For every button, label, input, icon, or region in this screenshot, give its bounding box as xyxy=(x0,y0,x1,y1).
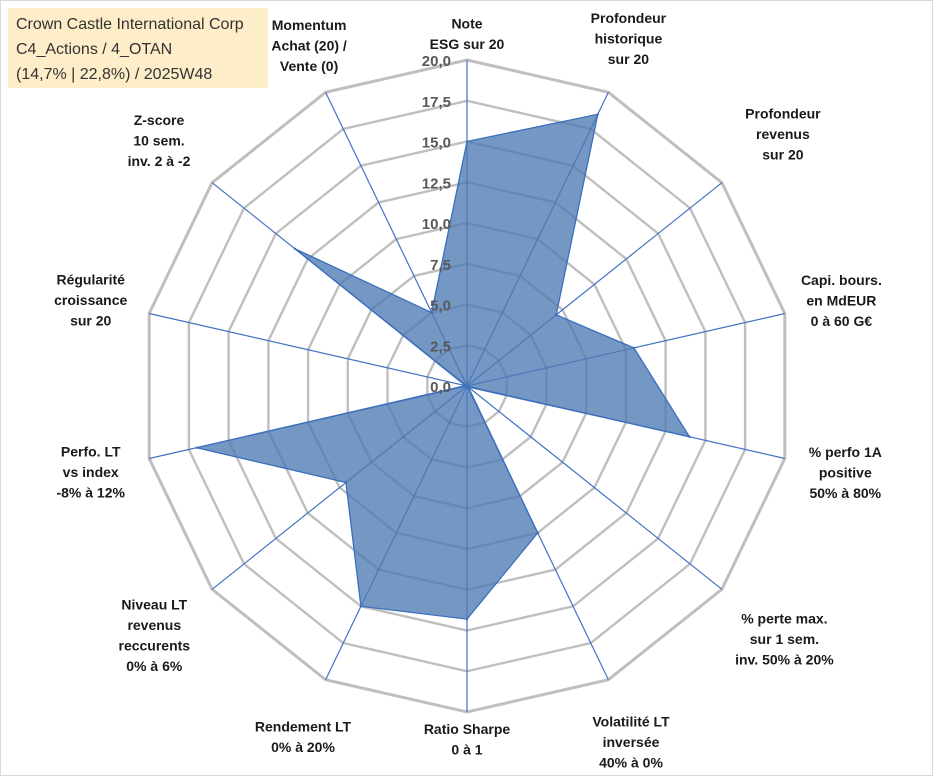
data-point xyxy=(467,385,470,389)
axis-label-line: ESG sur 20 xyxy=(430,36,505,52)
tick-label: 7,5 xyxy=(430,257,451,274)
axis-label-line: en MdEUR xyxy=(806,293,876,309)
axis-labels: Note ESG sur 20 Profondeur historique sur 20… xyxy=(54,10,882,770)
company-name: Crown Castle International Corp xyxy=(16,16,244,33)
axis-label: Ratio Sharpe 0 à 1 xyxy=(424,721,511,758)
axis-label-line: revenus xyxy=(756,126,810,142)
axis-label-line: Achat (20) / xyxy=(271,38,347,54)
axis-label-line: Momentum xyxy=(272,17,347,33)
classification: C4_Actions / 4_OTAN xyxy=(16,41,173,58)
data-point xyxy=(632,346,636,350)
tick-label: 20,0 xyxy=(422,53,451,70)
data-point xyxy=(359,605,363,608)
axis-label-line: Niveau LT xyxy=(121,597,187,613)
axis-label-line: historique xyxy=(595,31,663,47)
axis-label-line: % perfo 1A xyxy=(809,444,882,460)
info-box: Crown Castle International Corp C4_Actio… xyxy=(8,8,268,88)
axis-label-line: sur 1 sem. xyxy=(750,631,819,647)
axis-label: Volatilité LT inversée 40% à 0% xyxy=(592,713,670,770)
axis-label: % perte max. sur 1 sem. inv. 50% à 20% xyxy=(735,611,834,668)
axis-label: Rendement LT 0% à 20% xyxy=(255,718,352,755)
axis-label-line: Note xyxy=(451,15,482,31)
data-point xyxy=(293,247,297,250)
axis-label-line: positive xyxy=(819,464,872,480)
axis-label: Capi. bours. en MdEUR 0 à 60 G€ xyxy=(801,272,882,329)
axis-label-line: Z-score xyxy=(134,112,185,128)
axis-label-line: inv. 50% à 20% xyxy=(735,652,834,668)
axis-label-line: revenus xyxy=(127,617,181,633)
tick-label: 12,5 xyxy=(422,175,451,192)
axis-label-line: inversée xyxy=(603,734,660,750)
tick-labels: 0,0 2,5 5,0 7,5 10,0 12,5 15,0 17,5 20,0 xyxy=(422,53,451,396)
tick-label: 17,5 xyxy=(422,94,451,111)
axis-label-line: sur 20 xyxy=(70,313,111,329)
axis-label-line: Rendement LT xyxy=(255,718,352,734)
data-point xyxy=(465,140,469,143)
data-point xyxy=(536,531,539,535)
axis-label: Profondeur revenus sur 20 xyxy=(745,106,821,163)
axis-label-line: Perfo. LT xyxy=(61,443,121,459)
tick-label: 15,0 xyxy=(422,135,451,152)
axis-label-line: % perte max. xyxy=(741,611,827,627)
data-point xyxy=(464,384,467,387)
data-point xyxy=(596,113,599,116)
data-point xyxy=(688,435,691,438)
axis-label: Perfo. LT vs index -8% à 12% xyxy=(56,443,125,500)
data-point xyxy=(430,311,433,314)
axis-label-line: sur 20 xyxy=(762,147,803,163)
axis-label-line: Vente (0) xyxy=(280,58,338,74)
axis-label: Régularité croissance sur 20 xyxy=(54,272,127,329)
axis-label-line: reccurents xyxy=(119,638,191,654)
axis-label: % perfo 1A positive 50% à 80% xyxy=(809,444,882,501)
axis-label-line: Ratio Sharpe xyxy=(424,721,511,737)
axis-label-line: Capi. bours. xyxy=(801,272,882,288)
axis-label: Z-score 10 sem. inv. 2 à -2 xyxy=(128,112,191,169)
axis-label-line: Régularité xyxy=(56,272,125,288)
axis-label: Momentum Achat (20) / Vente (0) xyxy=(271,17,347,74)
data-point xyxy=(344,481,348,484)
axis-label: Profondeur historique sur 20 xyxy=(591,10,667,67)
axis-label-line: -8% à 12% xyxy=(56,484,125,500)
axis-label: Note ESG sur 20 xyxy=(430,15,505,52)
data-point xyxy=(465,617,469,621)
axis-label-line: Profondeur xyxy=(591,10,667,26)
axis-label-line: inv. 2 à -2 xyxy=(128,153,191,169)
axis-spoke xyxy=(466,385,723,590)
stats-line: (14,7% | 22,8%) / 2025W48 xyxy=(16,66,213,83)
axis-label-line: vs index xyxy=(63,464,119,480)
tick-label: 0,0 xyxy=(430,379,451,396)
axis-label-line: 0% à 20% xyxy=(271,739,335,755)
axis-label: Niveau LT revenus reccurents 0% à 6% xyxy=(119,597,191,675)
axis-label-line: 10 sem. xyxy=(133,132,184,148)
axis-label-line: Volatilité LT xyxy=(592,713,670,729)
axis-label-line: 50% à 80% xyxy=(809,485,881,501)
axis-label-line: Profondeur xyxy=(745,106,821,122)
axis-label-line: croissance xyxy=(54,292,127,308)
axis-label-line: sur 20 xyxy=(608,51,649,67)
data-point xyxy=(555,313,558,317)
data-point xyxy=(195,446,198,449)
tick-label: 10,0 xyxy=(422,216,451,233)
axis-label-line: 0 à 60 G€ xyxy=(811,313,873,329)
tick-label: 5,0 xyxy=(430,298,451,315)
tick-label: 2,5 xyxy=(430,338,451,355)
axis-label-line: 0 à 1 xyxy=(451,742,482,758)
axis-spoke xyxy=(149,312,468,387)
axis-label-line: 40% à 0% xyxy=(599,754,663,770)
data-series xyxy=(195,113,691,621)
axis-label-line: 0% à 6% xyxy=(126,658,183,674)
